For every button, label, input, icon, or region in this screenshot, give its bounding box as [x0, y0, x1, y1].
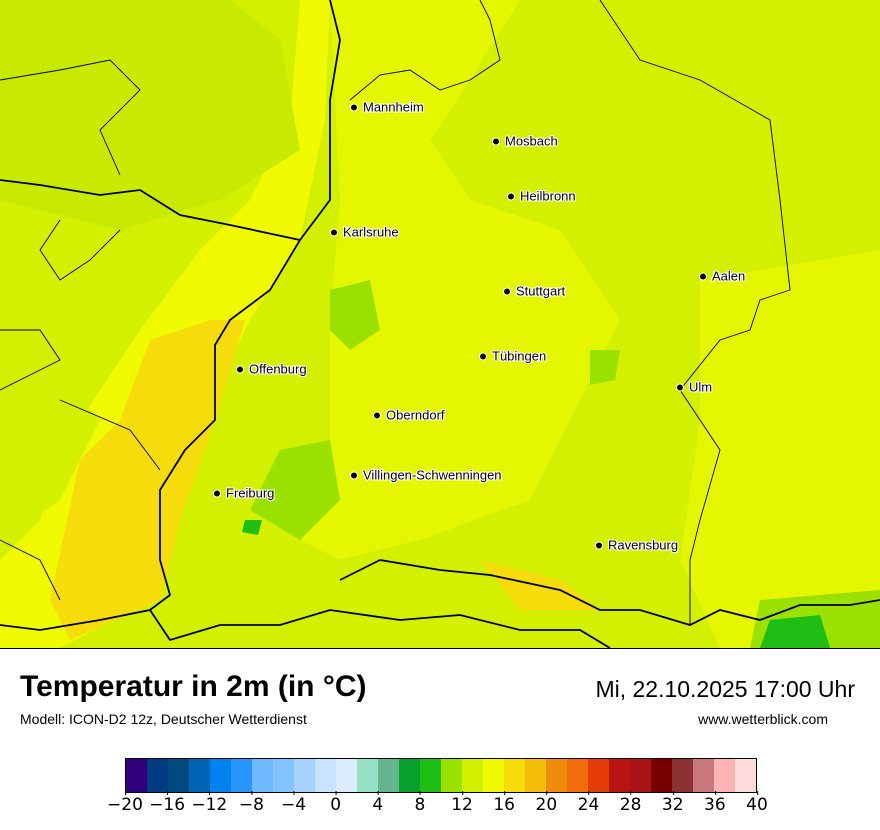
- city-label: Tübingen: [492, 348, 547, 364]
- colorbar-bin: [336, 759, 357, 792]
- colorbar-bin: [714, 759, 735, 792]
- city-dot-icon: [492, 137, 500, 145]
- colorbar-ticks: −20 −16 −12 −8 −4 0 4 8 12 16 20 24 28 32 36 40: [107, 791, 768, 820]
- city-marker: Aalen: [699, 268, 746, 284]
- upper-rhine-orange-area: [50, 320, 245, 640]
- city-label: Mannheim: [363, 99, 424, 115]
- colorbar-bin: [399, 759, 420, 792]
- colorbar-bin: [735, 759, 756, 792]
- colorbar-bin: [126, 759, 147, 792]
- colorbar: [125, 758, 757, 793]
- colorbar-tick-label: −16: [149, 791, 186, 815]
- city-label: Karlsruhe: [343, 224, 399, 240]
- colorbar-bin: [504, 759, 525, 792]
- colorbar-bin: [378, 759, 399, 792]
- colorbar-tick-label: 0: [330, 791, 342, 815]
- city-label: Ulm: [689, 379, 713, 395]
- colorbar-bin: [609, 759, 630, 792]
- temperature-map: Mannheim Mosbach Heilbronn Karlsruhe Stuttga…: [0, 0, 880, 649]
- city-dot-icon: [595, 541, 603, 549]
- city-marker: Stuttgart: [503, 283, 566, 299]
- city-label: Aalen: [712, 268, 746, 284]
- city-marker: Ulm: [676, 379, 713, 395]
- colorbar-tick-label: 40: [746, 791, 768, 815]
- forecast-datetime: Mi, 22.10.2025 17:00 Uhr: [595, 676, 855, 702]
- city-dot-icon: [213, 489, 221, 497]
- city-marker: Mosbach: [492, 133, 558, 149]
- city-dot-icon: [507, 192, 515, 200]
- city-marker: Offenburg: [236, 361, 307, 377]
- colorbar-bin: [693, 759, 714, 792]
- colorbar-tick-label: 36: [704, 791, 726, 815]
- colorbar-bin: [630, 759, 651, 792]
- city-dot-icon: [350, 471, 358, 479]
- colorbar-bin: [315, 759, 336, 792]
- colorbar-bin: [483, 759, 504, 792]
- colorbar-bin: [672, 759, 693, 792]
- city-marker: Oberndorf: [373, 407, 445, 423]
- city-label: Ravensburg: [608, 537, 679, 553]
- colorbar-bin: [147, 759, 168, 792]
- city-marker: Villingen-Schwenningen: [350, 467, 502, 483]
- city-label: Mosbach: [505, 133, 558, 149]
- colorbar-tick-label: 24: [577, 791, 600, 815]
- city-dot-icon: [330, 228, 338, 236]
- city-label: Heilbronn: [520, 188, 576, 204]
- city-label: Stuttgart: [516, 283, 566, 299]
- colorbar-bin: [546, 759, 567, 792]
- city-dot-icon: [373, 411, 381, 419]
- colorbar-bin: [168, 759, 189, 792]
- colorbar-tick-label: 28: [619, 791, 642, 815]
- colorbar-tick-label: 32: [661, 791, 684, 815]
- colorbar-tick-label: 20: [535, 791, 558, 815]
- colorbar-bin: [462, 759, 483, 792]
- city-dot-icon: [479, 352, 487, 360]
- map-graphic: [0, 0, 880, 648]
- city-label: Offenburg: [249, 361, 307, 377]
- colorbar-bin: [294, 759, 315, 792]
- city-dot-icon: [503, 287, 511, 295]
- colorbar-bin: [231, 759, 252, 792]
- colorbar-tick-label: −12: [191, 791, 228, 815]
- colorbar-bin: [567, 759, 588, 792]
- city-dot-icon: [350, 103, 358, 111]
- colorbar-bin: [252, 759, 273, 792]
- colorbar-bin: [651, 759, 672, 792]
- colorbar-bin: [525, 759, 546, 792]
- colorbar-tick-label: 8: [414, 791, 426, 815]
- colorbar-bin: [210, 759, 231, 792]
- city-marker: Tübingen: [479, 348, 547, 364]
- colorbar-bin: [588, 759, 609, 792]
- colorbar-tick-label: −20: [107, 791, 143, 815]
- colorbar-bin: [357, 759, 378, 792]
- colorbar-tick-label: −4: [281, 791, 307, 815]
- city-label: Oberndorf: [386, 407, 445, 423]
- model-subtitle: Modell: ICON-D2 12z, Deutscher Wetterdie…: [20, 711, 307, 727]
- map-title: Temperatur in 2m (in °C): [20, 670, 367, 703]
- colorbar-bin: [189, 759, 210, 792]
- colorbar-tick-label: 4: [372, 791, 384, 815]
- city-label: Freiburg: [226, 485, 275, 501]
- colorbar-bin: [420, 759, 441, 792]
- city-dot-icon: [699, 272, 707, 280]
- city-marker: Ravensburg: [595, 537, 679, 553]
- colorbar-tick-label: 12: [451, 791, 473, 815]
- city-marker: Karlsruhe: [330, 224, 399, 240]
- colorbar-tick-label: 16: [493, 791, 516, 815]
- website-link[interactable]: www.wetterblick.com: [698, 711, 828, 727]
- colorbar-bin: [273, 759, 294, 792]
- city-marker: Freiburg: [213, 485, 275, 501]
- city-marker: Mannheim: [350, 99, 424, 115]
- colorbar-bin: [441, 759, 462, 792]
- city-marker: Heilbronn: [507, 188, 576, 204]
- colorbar-tick-label: −8: [238, 791, 264, 815]
- city-dot-icon: [236, 365, 244, 373]
- city-dot-icon: [676, 383, 684, 391]
- city-label: Villingen-Schwenningen: [363, 467, 502, 483]
